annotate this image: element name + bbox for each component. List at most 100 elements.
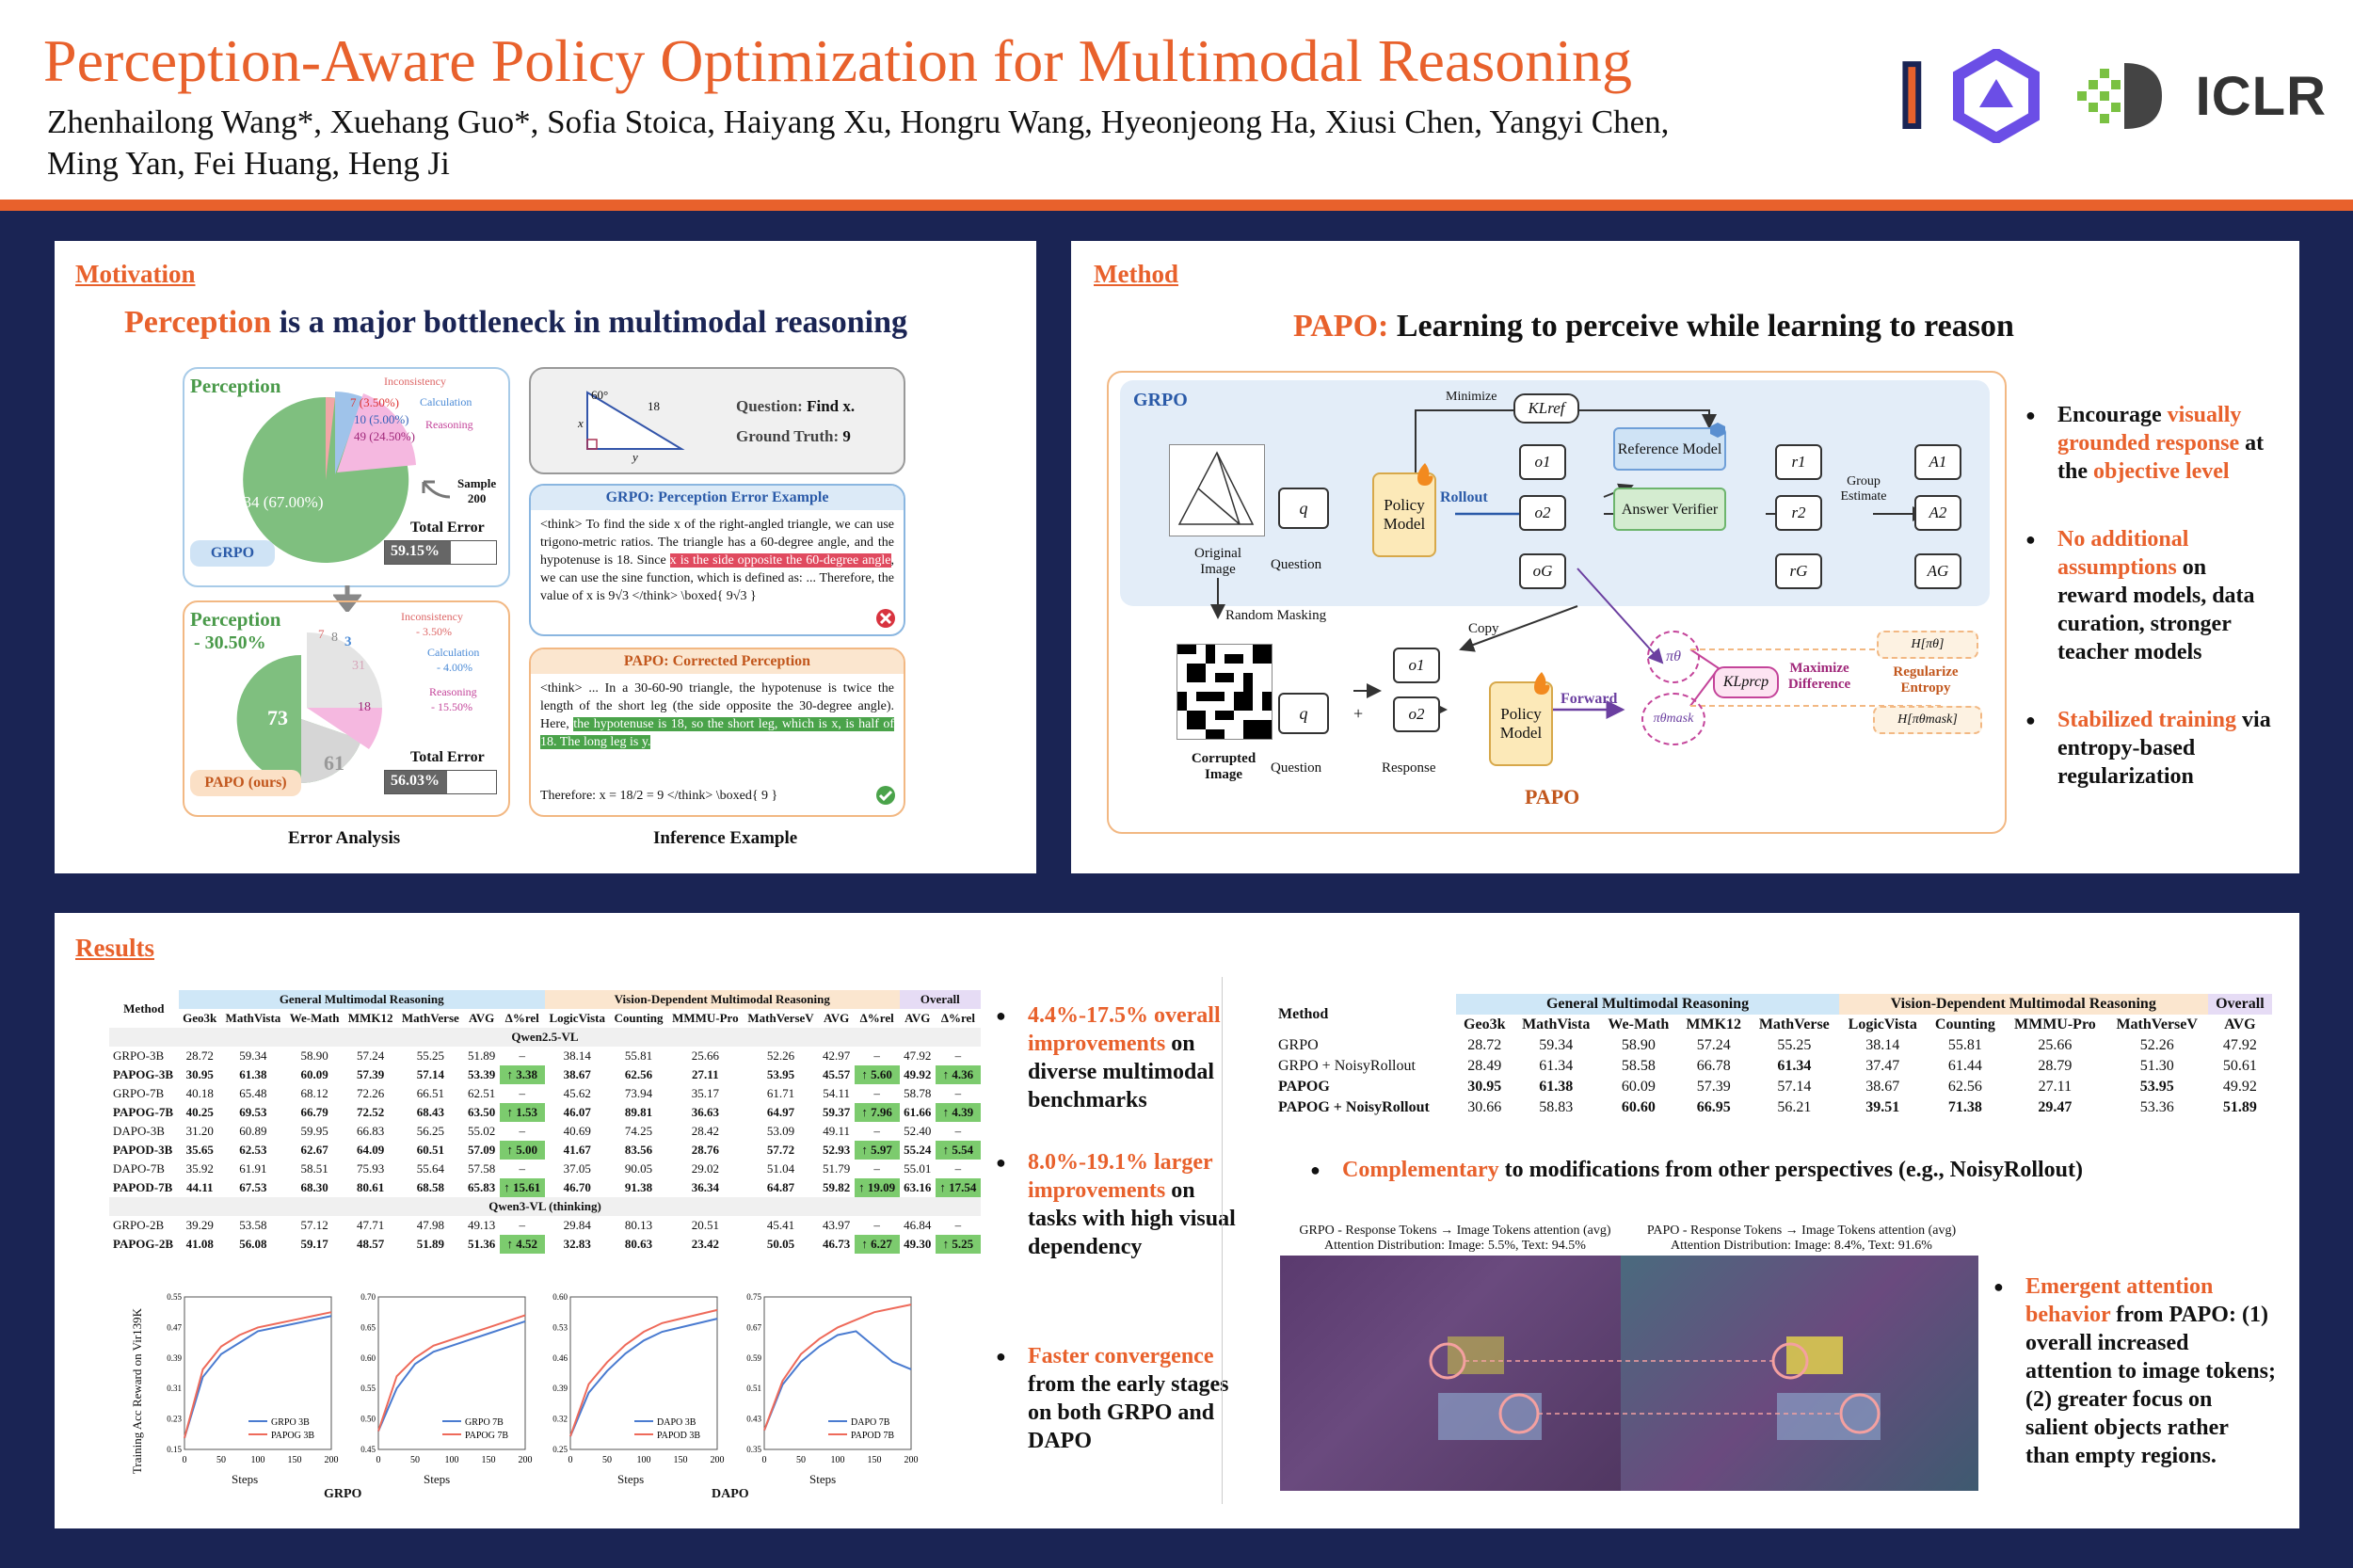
table-cell: 44.11	[185, 1180, 214, 1194]
method-headline-rest: Learning to perceive while learning to r…	[1388, 309, 2014, 344]
table-cell: 55.01	[904, 1161, 932, 1176]
table-cell: 66.79	[300, 1105, 328, 1119]
table-cell: 60.09	[300, 1067, 328, 1081]
table1-section: Qwen3-VL (thinking)	[109, 1197, 981, 1216]
table-cell: 68.30	[300, 1180, 328, 1194]
motivation-section-title: Motivation	[75, 260, 196, 288]
table-cell: 62.53	[239, 1143, 267, 1157]
table-cell: 53.58	[239, 1218, 267, 1232]
papo-inconsistency-delta: - 3.50%	[416, 625, 452, 638]
table-cell: 60.89	[239, 1124, 267, 1138]
table-cell: 72.26	[357, 1086, 385, 1100]
results-bullet-2-hl: 8.0%-19.1% larger improvements	[1028, 1150, 1213, 1203]
papo-total-error-label: Total Error	[410, 749, 485, 765]
table-cell: 59.34	[1539, 1037, 1574, 1053]
chart-frame	[569, 1296, 718, 1450]
table-row: GRPO-3B 28.72 59.34 58.90 57.24 55.25 51.89 – 38…	[109, 1047, 981, 1065]
method-bullet-3: Stabilized training via entropy-based re…	[2025, 706, 2280, 791]
pi-mask-circle: πθmask	[1641, 693, 1705, 745]
table-cell: 62.56	[1947, 1079, 1982, 1095]
table1-col: MathVista	[225, 1011, 281, 1025]
grpo-inconsistency-label: Inconsistency	[384, 375, 446, 388]
table-cell: 56.25	[416, 1124, 444, 1138]
table-cell: 45.41	[766, 1218, 795, 1232]
table1-section-qwen25: Qwen2.5-VL	[109, 1028, 981, 1047]
grpo-sample-label: Sample 200	[457, 476, 496, 506]
table-cell: 38.14	[1865, 1037, 1900, 1053]
x-tick-label: 200	[904, 1455, 919, 1465]
table-cell: 57.39	[357, 1067, 385, 1081]
series-line-1	[377, 1314, 526, 1432]
charts-ylabel: Training Acc Reward on Vir139K	[130, 1307, 144, 1475]
method-section-title: Method	[1094, 260, 1178, 288]
results-bullet-2: 8.0%-19.1% larger improvements on tasks …	[996, 1148, 1241, 1261]
y-tick-label: 0.55	[360, 1384, 376, 1393]
papo-therefore: Therefore: x = 18/2 = 9 </think> \boxed{…	[540, 789, 778, 803]
table-cell: ↑ 5.60	[854, 1065, 900, 1084]
rollout-label: Rollout	[1440, 489, 1488, 505]
results-bullets-1: 4.4%-17.5% overall improvements on diver…	[996, 1001, 1241, 1476]
table-cell: 65.83	[468, 1180, 496, 1194]
table-cell: DAPO-3B	[113, 1124, 165, 1138]
table-cell: –	[954, 1124, 962, 1138]
triangle-x: x	[578, 416, 584, 430]
sample-count: 200	[467, 491, 487, 505]
table-cell: 48.57	[357, 1237, 385, 1251]
results-table-2: Method General Multimodal Reasoning Vision…	[1274, 994, 2272, 1118]
series-line-1	[569, 1308, 718, 1437]
table2-col: MathVista	[1522, 1016, 1591, 1032]
question-box: 60° 18 x y Question: Find x. Ground Trut…	[529, 367, 905, 474]
table-cell: ↑ 17.54	[935, 1178, 981, 1197]
header: Perception-Aware Policy Optimization for…	[0, 0, 2353, 200]
table1-section: Qwen2.5-VL	[109, 1028, 981, 1047]
table-cell: 57.14	[416, 1067, 444, 1081]
table-cell: 49.11	[823, 1124, 850, 1138]
table-cell: GRPO-3B	[113, 1048, 165, 1063]
table-cell: 38.14	[563, 1048, 591, 1063]
method-headline-highlight: PAPO:	[1293, 309, 1389, 344]
table2-col: MMMU-Pro	[2013, 1016, 2096, 1032]
table-cell: 23.42	[691, 1237, 719, 1251]
table-row: GRPO-7B 40.18 65.48 68.12 72.26 66.51 62.51 – 45…	[109, 1084, 981, 1103]
papo-example-box: PAPO: Corrected Perception <think> ... I…	[529, 648, 905, 817]
bullet-1-hl2: objective level	[2093, 459, 2230, 484]
table-row: GRPO-2B 39.29 53.58 57.12 47.71 47.98 49.13 – 29…	[109, 1216, 981, 1235]
series-line-0	[377, 1320, 526, 1432]
papo-calculation-label: Calculation	[427, 646, 480, 659]
grpo-reasoning-label: Reasoning	[425, 418, 473, 431]
attention-overlay	[1429, 1336, 1881, 1440]
table-cell: –	[873, 1086, 880, 1100]
iclr-logo-text: ICLR	[2195, 65, 2327, 127]
table-cell: 49.13	[468, 1218, 496, 1232]
table-cell: 59.17	[300, 1237, 328, 1251]
aG-box: AG	[1914, 553, 1961, 589]
x-tick-label: 200	[519, 1455, 533, 1465]
table-cell: 55.25	[1777, 1037, 1812, 1053]
tongyi-logo-icon	[1952, 49, 2040, 143]
table-cell: 42.97	[822, 1048, 851, 1063]
papo-calculation-delta: - 4.00%	[437, 661, 472, 674]
table-cell: 28.49	[1467, 1058, 1502, 1074]
table-cell: PAPOD-7B	[113, 1180, 173, 1194]
table-cell: 61.34	[1539, 1058, 1574, 1074]
training-chart-2: 0 50 100 150 200 0.45 0.50 0.55 0.60 0.65 0.70 GRPO…	[360, 1292, 533, 1465]
table-cell: 63.50	[468, 1105, 496, 1119]
table-cell: 60.09	[1621, 1079, 1656, 1095]
table2-col: We-Math	[1608, 1016, 1670, 1032]
x-tick-label: 100	[445, 1455, 459, 1465]
table-cell: 53.39	[468, 1067, 496, 1081]
table-cell: –	[873, 1048, 880, 1063]
author-list: Zhenhailong Wang*, Xuehang Guo*, Sofia S…	[47, 104, 1670, 182]
table-cell: 53.95	[766, 1067, 795, 1081]
bullet-2-hl: No additional assumptions	[2057, 527, 2189, 580]
table-cell: 40.25	[185, 1105, 214, 1119]
table-cell: 49.92	[2222, 1079, 2257, 1095]
policy-model-1: Policy Model	[1372, 472, 1436, 557]
sample-text: Sample	[457, 476, 497, 490]
grpo-attention-title: GRPO - Response Tokens → Image Tokens at…	[1299, 1224, 1611, 1238]
table-cell: 41.08	[185, 1237, 214, 1251]
y-tick-label: 0.46	[552, 1353, 568, 1363]
table-cell: 51.89	[468, 1048, 496, 1063]
grpo-inconsistency-value: 7 (3.50%)	[350, 395, 399, 409]
table-cell: 47.92	[2222, 1037, 2257, 1053]
